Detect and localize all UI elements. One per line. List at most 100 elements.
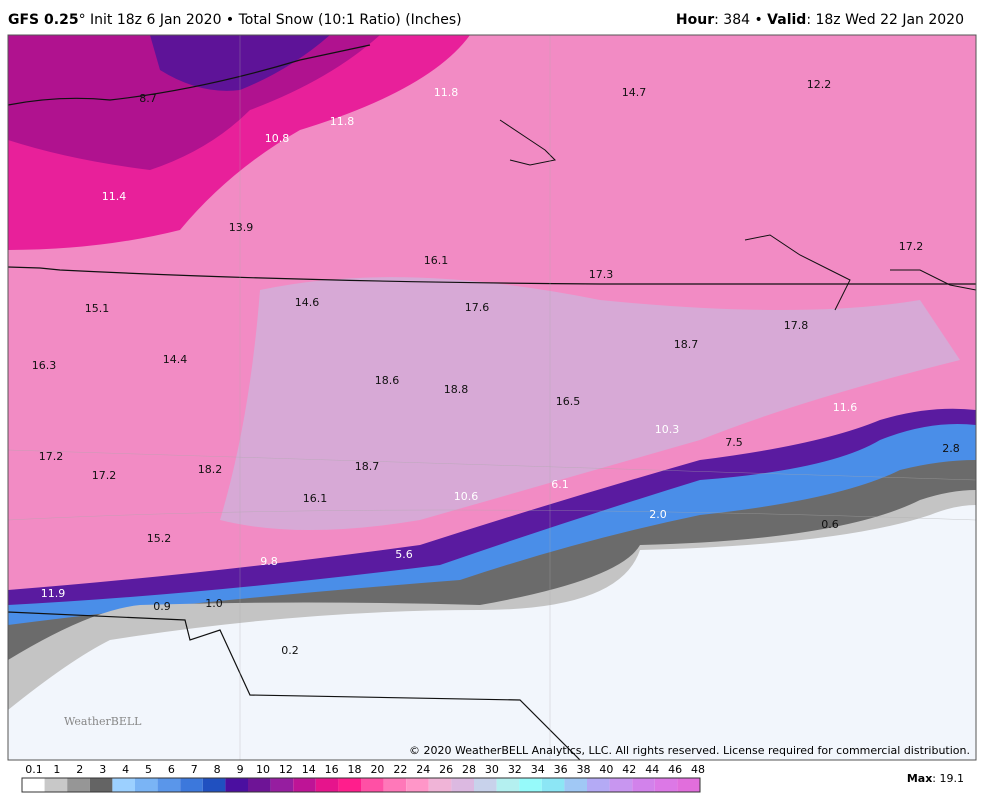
colorbar-cell: [406, 778, 429, 792]
colorbar-cell: [202, 778, 226, 792]
colorbar-label: 5: [145, 763, 152, 776]
colorbar-cell: [654, 778, 678, 792]
snow-label: 16.3: [32, 359, 57, 372]
map: WeatherBELL © 2020 WeatherBELL Analytics…: [7, 34, 977, 761]
colorbar-cell: [180, 778, 203, 792]
colorbar-cell: [474, 778, 497, 792]
valid-value: : 18z Wed 22 Jan 2020: [806, 12, 964, 28]
colorbar-label: 26: [439, 763, 453, 776]
colorbar-cell: [293, 778, 316, 792]
title: ° Init 18z 6 Jan 2020 • Total Snow (10:1…: [79, 12, 462, 28]
snow-label: 14.7: [622, 86, 647, 99]
snow-label: 11.8: [330, 115, 355, 128]
colorbar-cell: [270, 778, 294, 792]
colorbar-label: 34: [531, 763, 545, 776]
snow-label: 6.1: [551, 478, 569, 491]
logo: WeatherBELL: [64, 715, 142, 728]
colorbar-label: 42: [622, 763, 636, 776]
colorbar-cell: [496, 778, 520, 792]
lake: [744, 234, 851, 311]
colorbar-label: 12: [279, 763, 293, 776]
colorbar-cell: [519, 778, 542, 792]
colorbar-label: 20: [370, 763, 384, 776]
hour-value: : 384 •: [714, 12, 767, 28]
colorbar-label: 32: [508, 763, 522, 776]
snow-label: 16.1: [424, 254, 449, 267]
colorbar-cell: [587, 778, 610, 792]
copyright: © 2020 WeatherBELL Analytics, LLC. All r…: [409, 744, 970, 757]
colorbar-cell: [383, 778, 407, 792]
colorbar-label: 14: [302, 763, 316, 776]
colorbar-label: 7: [191, 763, 198, 776]
lake: [890, 269, 976, 291]
snow-label: 12.2: [807, 78, 832, 91]
colorbar-label: 36: [554, 763, 568, 776]
colorbar-cell: [428, 778, 452, 792]
border: [8, 266, 976, 285]
snow-label: 18.7: [674, 338, 699, 351]
snow-label: 13.9: [229, 221, 254, 234]
model: GFS 0.25: [8, 12, 79, 28]
snow-label: 18.7: [355, 460, 380, 473]
zone-lavender: [220, 277, 960, 530]
zone-white: [8, 505, 976, 760]
snow-label: 17.3: [589, 268, 614, 281]
snow-label: 11.8: [434, 86, 459, 99]
colorbar-label: 8: [214, 763, 221, 776]
snow-label: 17.6: [465, 301, 490, 314]
colorbar-label: 3: [99, 763, 106, 776]
snow-label: 14.4: [163, 353, 188, 366]
colorbar-label: 0.1: [25, 763, 43, 776]
colorbar-cell: [44, 778, 68, 792]
map-labels: 8.7 11.8 14.7 12.2 10.8 11.8 11.4 13.9 16.1 17.3 1…: [32, 78, 960, 657]
snow-label: 11.9: [41, 587, 66, 600]
snow-label: 14.6: [295, 296, 320, 309]
snow-label: 0.2: [281, 644, 299, 657]
snow-label: 2.8: [942, 442, 960, 455]
colorbar-cell: [67, 778, 90, 792]
snow-label: 10.6: [454, 490, 479, 503]
snow-label: 17.2: [92, 469, 117, 482]
snow-label: 7.5: [725, 436, 743, 449]
snow-label: 16.1: [303, 492, 328, 505]
hour-label: Hour: [676, 12, 714, 28]
colorbar-cell: [89, 778, 113, 792]
colorbar-cell: [157, 778, 181, 792]
snow-label: 18.8: [444, 383, 469, 396]
colorbar-label: 44: [645, 763, 659, 776]
colorbar-cell: [541, 778, 565, 792]
county-lines: [8, 35, 976, 760]
map-frame: [7, 34, 977, 761]
colorbar: 0.1 1 2 3 4 5 6 7 8 9 10 12 14 16 18 20 22 24 26 28 30 32 34 36…: [21, 763, 705, 793]
colorbar-label: 46: [668, 763, 682, 776]
snow-label: 10.3: [655, 423, 680, 436]
colorbar-label: 48: [691, 763, 705, 776]
snow-label: 15.1: [85, 302, 110, 315]
colorbar-label: 22: [393, 763, 407, 776]
colorbar-label: 10: [256, 763, 270, 776]
snow-label: 17.2: [899, 240, 924, 253]
snow-label: 9.8: [260, 555, 278, 568]
snow-label: 17.2: [39, 450, 64, 463]
snow-label: 16.5: [556, 395, 581, 408]
snow-label: 0.9: [153, 600, 171, 613]
snow-label: 5.6: [395, 548, 413, 561]
snow-label: 2.0: [649, 508, 667, 521]
border: [8, 611, 581, 760]
snow-label: 8.7: [139, 92, 157, 105]
colorbar-cell: [451, 778, 474, 792]
border: [8, 44, 371, 106]
colorbar-cell: [225, 778, 248, 792]
colorbar-cell: [609, 778, 633, 792]
colorbar-cell: [22, 778, 45, 792]
snow-label: 10.8: [265, 132, 290, 145]
colorbar-label: 9: [237, 763, 244, 776]
colorbar-label: 40: [599, 763, 613, 776]
colorbar-label: 38: [577, 763, 591, 776]
valid-label: Valid: [767, 12, 806, 28]
colorbar-cell: [315, 778, 339, 792]
colorbar-label: 30: [485, 763, 499, 776]
colorbar-label: 16: [325, 763, 339, 776]
colorbar-label: 6: [168, 763, 175, 776]
